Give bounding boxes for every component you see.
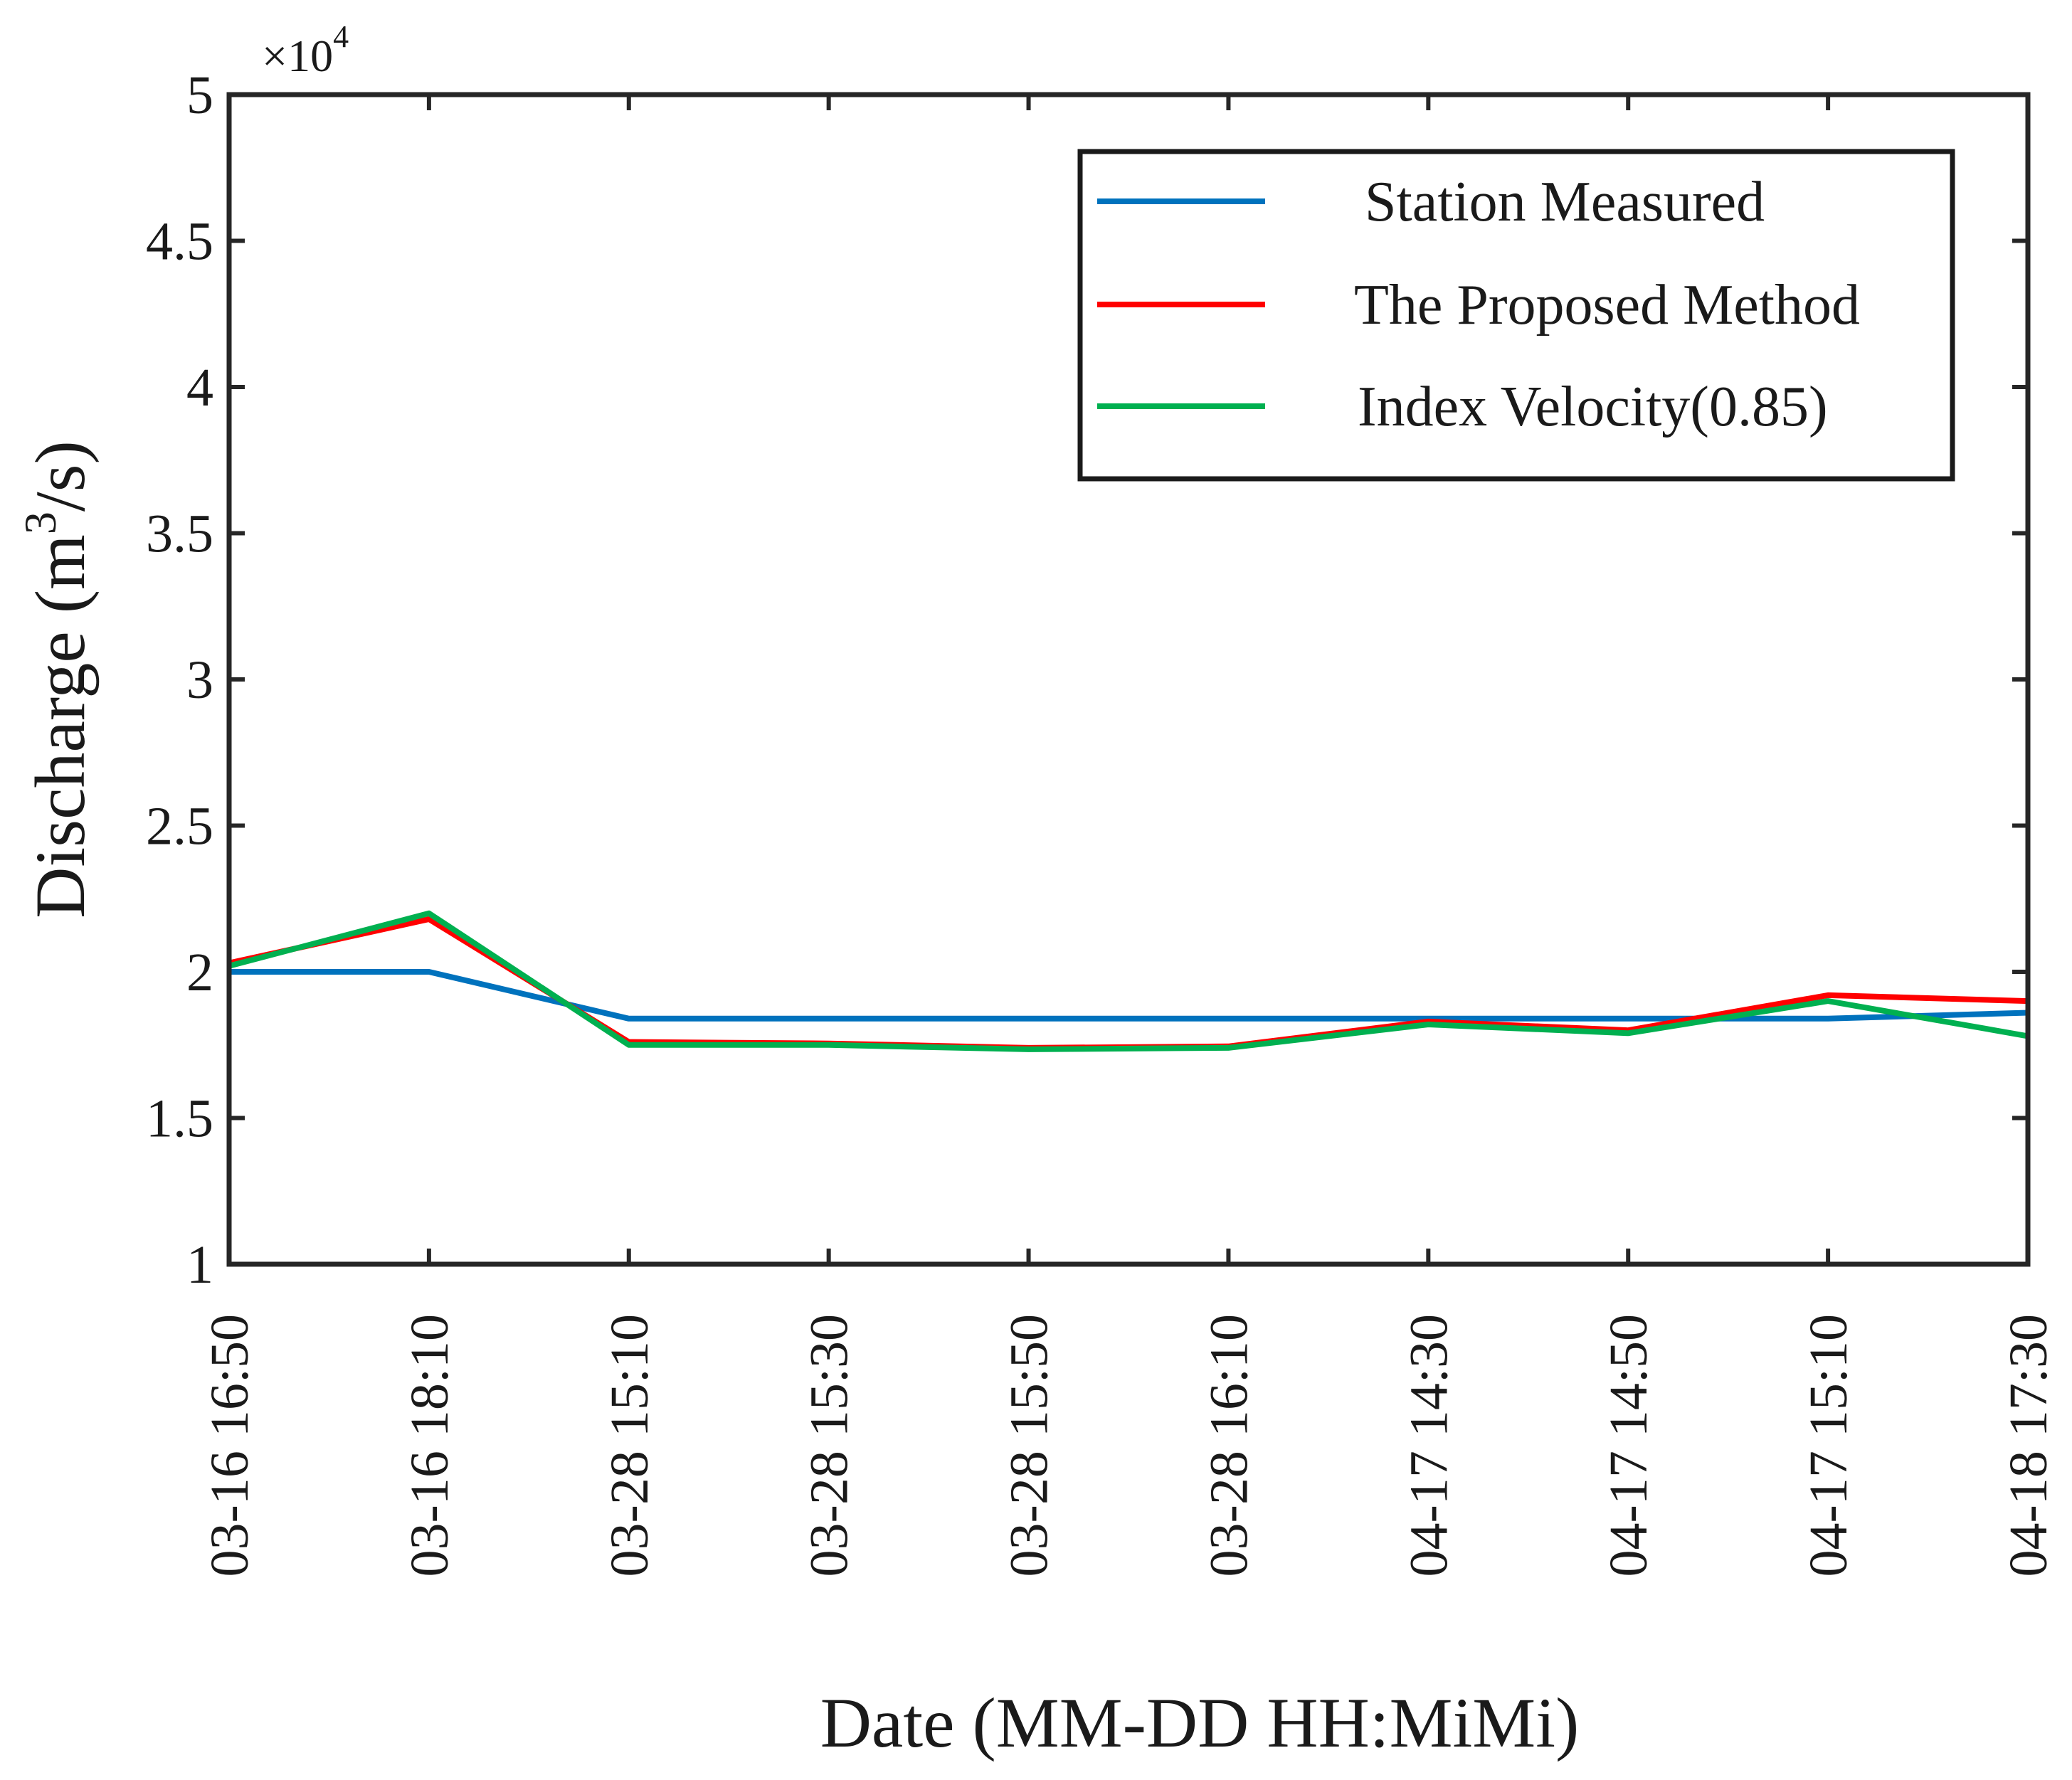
- y-multiplier-base: ×10: [262, 31, 333, 81]
- y-tick-label: 5: [186, 65, 213, 125]
- x-tick-label: 04-17 15:10: [1799, 1314, 1859, 1577]
- y-tick-label: 4: [186, 358, 213, 418]
- y-tick-label: 1: [186, 1235, 213, 1295]
- legend: Station Measured The Proposed Method Index…: [1077, 149, 1955, 482]
- y-tick-label: 1.5: [146, 1089, 213, 1149]
- y-multiplier: ×104: [262, 19, 349, 81]
- legend-label-2: The Proposed Method: [1354, 274, 1860, 337]
- y-tick-label: 2: [186, 943, 213, 1002]
- x-tick-label: 04-18 17:30: [1999, 1314, 2058, 1577]
- x-axis-label: Date (MM-DD HH:MiMi): [820, 1683, 1580, 1762]
- y-axis-label-superscript: 3: [15, 512, 65, 534]
- x-tick-label: 03-16 16:50: [200, 1314, 260, 1577]
- series-line-3: [228, 910, 2029, 1052]
- x-tick-label: 04-17 14:30: [1399, 1314, 1459, 1577]
- y-tick-label: 4.5: [146, 212, 213, 272]
- x-tick-label: 03-28 15:10: [600, 1314, 660, 1577]
- y-tick-label: 2.5: [146, 797, 213, 857]
- legend-box: [1077, 149, 1955, 482]
- legend-label-1: Station Measured: [1365, 171, 1765, 233]
- x-tick-label: 03-28 15:30: [800, 1314, 860, 1577]
- x-tick-label: 03-28 16:10: [1199, 1314, 1259, 1577]
- y-multiplier-exponent: 4: [333, 19, 349, 54]
- data-series: [228, 910, 2029, 1052]
- x-tick-label: 03-28 15:50: [1000, 1314, 1059, 1577]
- x-tick-label: 04-17 14:50: [1599, 1314, 1659, 1577]
- y-axis-label-main: Discharge (m: [21, 534, 100, 918]
- legend-label-3: Index Velocity(0.85): [1358, 376, 1828, 438]
- x-tick-labels: 03-16 16:50 03-16 18:10 03-28 15:10 03-28 1…: [200, 1314, 2058, 1577]
- y-tick-labels: 1 1.5 2 2.5 3 3.5 4 4.5 5: [146, 65, 213, 1295]
- y-tick-label: 3: [186, 650, 213, 710]
- y-axis-label: Discharge (m3/s): [15, 440, 100, 918]
- legend-items: Station Measured The Proposed Method Index…: [1097, 171, 1860, 438]
- x-tick-label: 03-16 18:10: [400, 1314, 460, 1577]
- y-axis-label-tail: /s): [21, 440, 100, 512]
- y-tick-label: 3.5: [146, 504, 213, 564]
- plot-area-frame: [226, 92, 2031, 1267]
